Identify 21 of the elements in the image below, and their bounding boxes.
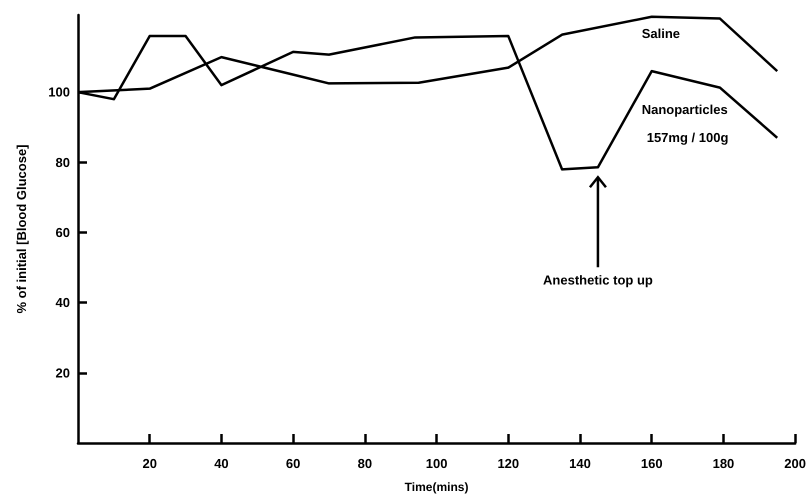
series-label: Saline: [642, 26, 680, 41]
y-tick-label: 80: [56, 154, 70, 170]
x-tick-label: 20: [142, 456, 157, 471]
y-tick-label: 20: [56, 365, 70, 380]
y-tick-label: 40: [56, 295, 70, 310]
x-tick-label: 140: [569, 456, 591, 471]
x-tick-label: 180: [712, 456, 734, 471]
series-label: Nanoparticles: [642, 102, 728, 118]
x-tick-label: 160: [640, 456, 663, 471]
annotation: Anesthetic top up: [543, 272, 653, 288]
y-tick-label: 100: [48, 84, 70, 100]
x-tick-label: 100: [426, 456, 448, 471]
x-tick-label: 40: [214, 456, 229, 471]
x-tick-label: 120: [497, 456, 520, 471]
annotation: 157mg / 100g: [646, 130, 728, 146]
x-axis-title: Time(mins): [404, 480, 468, 494]
y-tick-label: 60: [56, 225, 70, 240]
x-tick-label: 60: [286, 456, 300, 471]
y-axis-title: % of initial [Blood Glucose]: [14, 144, 29, 314]
x-tick-label: 80: [358, 456, 372, 471]
x-tick-label: 200: [784, 456, 806, 471]
